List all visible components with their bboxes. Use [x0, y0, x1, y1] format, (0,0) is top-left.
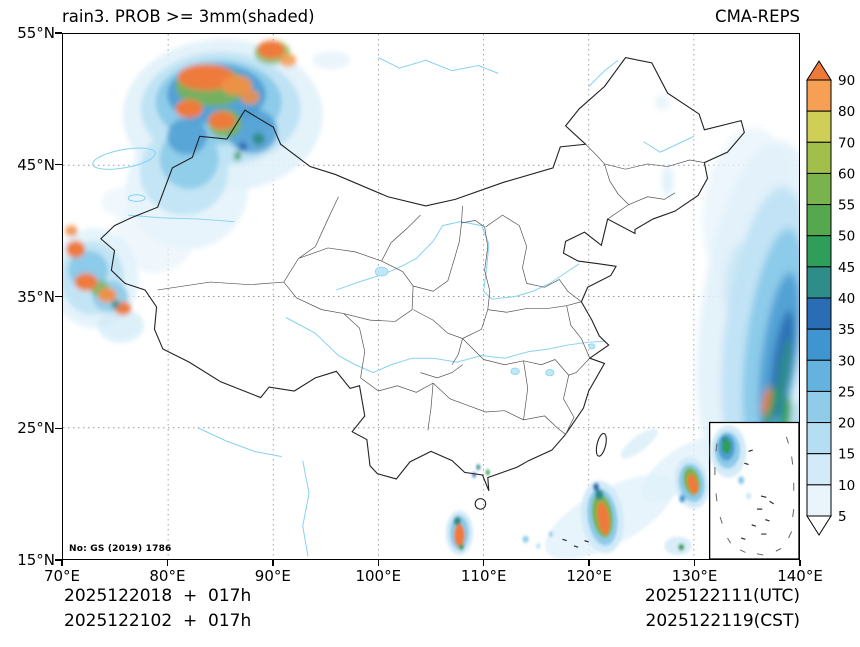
colorbar-label: 60 — [838, 166, 855, 182]
hainan-island — [475, 499, 486, 510]
y-axis-tick — [55, 164, 62, 166]
colorbar-cell — [806, 390, 832, 424]
colorbar-label: 40 — [838, 291, 855, 307]
precip-shading-west — [63, 225, 144, 343]
colorbar-label: 10 — [838, 478, 855, 494]
precip-shading-south — [445, 428, 722, 559]
y-axis-label: 55°N — [17, 24, 55, 42]
south-china-sea-inset — [710, 423, 799, 559]
boundaries — [101, 58, 744, 548]
colorbar-label: 20 — [838, 416, 855, 432]
province-borders — [158, 144, 705, 434]
qinghai-lake — [375, 267, 388, 276]
y-axis-tick — [55, 32, 62, 34]
map-plot-area: No: GS (2019) 1786 — [62, 33, 800, 560]
init-time-line-2: 2025122102 + 017h — [64, 611, 252, 631]
colorbar-label: 45 — [838, 260, 855, 276]
colorbar-label: 80 — [838, 104, 855, 120]
x-axis-tick — [799, 560, 801, 566]
colorbar-label: 50 — [838, 229, 855, 245]
colorbar-label: 90 — [838, 73, 855, 89]
inset-dash-line — [715, 437, 794, 555]
colorbar-label: 35 — [838, 322, 855, 338]
x-axis-label: 90°E — [254, 567, 291, 585]
y-axis-label: 15°N — [17, 551, 55, 569]
y-axis-tick — [55, 427, 62, 429]
x-axis-tick — [483, 560, 485, 566]
x-axis-tick — [166, 560, 169, 566]
valid-time-utc: 2025122111(UTC) — [644, 586, 800, 606]
sea-island-dashes — [562, 539, 588, 547]
y-axis-tick — [55, 295, 62, 298]
colorbar-cell — [806, 110, 832, 143]
colorbar-under-arrow — [806, 515, 832, 536]
x-axis-label: 120°E — [566, 567, 612, 585]
x-axis-tick — [377, 560, 379, 566]
colorbar-cell — [806, 328, 832, 361]
colorbar-cell — [806, 235, 832, 268]
map-license: No: GS (2019) 1786 — [69, 544, 172, 554]
colorbar-cell — [806, 484, 832, 517]
colorbar-cell — [806, 359, 832, 392]
colorbar-label: 55 — [838, 198, 855, 214]
colorbar-label: 15 — [838, 447, 855, 463]
colorbar-over-arrow — [806, 60, 832, 81]
x-axis-tick — [61, 560, 63, 566]
rivers-and-lakes — [92, 58, 694, 557]
colorbar-cell — [806, 266, 832, 299]
precip-shading-east-band — [654, 95, 799, 559]
y-axis-label: 25°N — [17, 419, 55, 438]
y-axis-tick — [55, 559, 62, 561]
y-axis-label: 45°N — [17, 155, 55, 174]
colorbar: 90 80 70 60 55 50 45 40 35 30 25 20 15 10 5 — [806, 60, 860, 540]
y-axis-label: 35°N — [17, 287, 55, 306]
taiwan-island — [594, 432, 608, 458]
china-map-svg — [63, 34, 799, 559]
colorbar-cell — [806, 422, 832, 455]
precip-shading-northwest — [100, 39, 351, 273]
x-axis-label: 130°E — [671, 567, 718, 585]
colorbar-cell — [806, 141, 832, 174]
colorbar-cell — [806, 79, 832, 112]
colorbar-cell — [806, 204, 832, 237]
colorbar-label: 5 — [838, 509, 847, 525]
colorbar-cell — [806, 172, 832, 206]
figure-title: rain3. PROB >= 3mm(shaded) — [62, 7, 315, 26]
colorbar-label: 70 — [838, 135, 855, 151]
inset-islands — [741, 450, 774, 539]
colorbar-svg: 90 80 70 60 55 50 45 40 35 30 25 20 15 10 5 — [806, 60, 855, 536]
init-time-line-1: 2025122018 + 017h — [64, 586, 252, 606]
x-axis-tick — [693, 560, 696, 566]
x-axis-tick — [588, 560, 590, 566]
valid-time-cst: 2025122119(CST) — [645, 611, 800, 631]
model-name: CMA-REPS — [715, 7, 800, 26]
colorbar-label: 30 — [838, 353, 855, 369]
x-axis-tick — [272, 560, 274, 566]
colorbar-label: 25 — [838, 384, 855, 400]
x-axis-label: 140°E — [777, 567, 823, 585]
x-axis-label: 110°E — [460, 567, 507, 585]
colorbar-cell — [806, 297, 832, 330]
china-national-border — [101, 58, 744, 491]
colorbar-cell — [806, 453, 832, 486]
x-axis-label: 70°E — [43, 567, 81, 585]
x-axis-label: 100°E — [355, 567, 402, 585]
x-axis-label: 80°E — [149, 567, 186, 585]
